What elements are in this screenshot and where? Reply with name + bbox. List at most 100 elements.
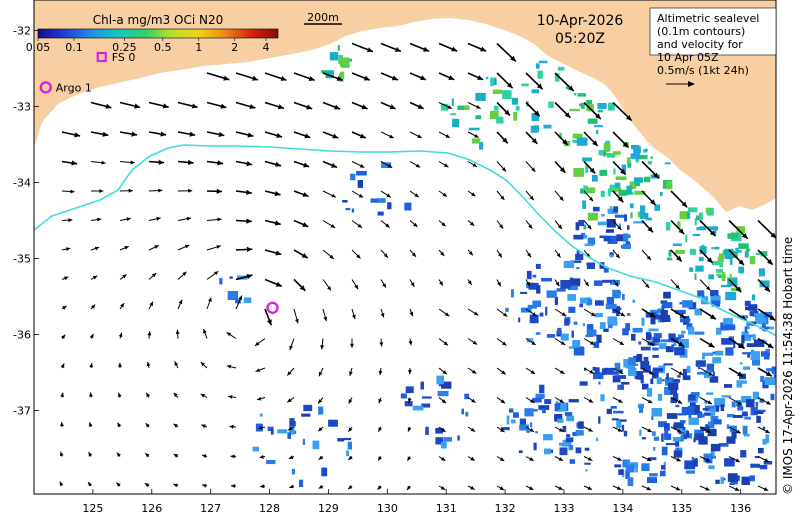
velocity-arrow — [438, 456, 446, 462]
chl-patch — [562, 439, 572, 447]
legend-line-5: 0.5m/s (1kt 24h) — [657, 64, 749, 77]
velocity-arrow — [641, 456, 652, 462]
x-tick-label: 127 — [200, 502, 221, 515]
timestamp-date: 10-Apr-2026 — [537, 13, 624, 29]
velocity-arrow — [264, 278, 283, 288]
velocity-arrow — [147, 331, 152, 339]
chl-patch — [596, 334, 602, 343]
velocity-arrow — [408, 367, 412, 375]
velocity-arrow — [380, 308, 385, 318]
chl-patch — [621, 164, 627, 173]
chl-patch — [475, 115, 482, 120]
velocity-arrow — [351, 131, 367, 139]
velocity-arrow — [467, 249, 474, 256]
chl-patch — [605, 303, 617, 310]
velocity-arrow — [89, 363, 94, 369]
velocity-arrow — [670, 397, 683, 404]
chl-patch — [617, 384, 624, 390]
chl-patch — [738, 266, 744, 274]
chl-patch — [704, 412, 713, 416]
velocity-arrow — [318, 455, 324, 461]
velocity-arrow — [467, 190, 476, 197]
chl-patch — [538, 405, 550, 410]
chl-patch — [511, 97, 518, 105]
chl-patch — [612, 289, 621, 299]
velocity-arrow — [612, 190, 624, 203]
chl-patch — [725, 347, 734, 356]
velocity-arrow — [378, 397, 383, 404]
chl-patch — [575, 253, 584, 260]
chl-patch — [548, 101, 554, 108]
chl-patch — [598, 381, 601, 385]
chl-patch — [625, 241, 630, 245]
velocity-arrow — [496, 249, 503, 258]
velocity-arrow — [293, 308, 299, 324]
chl-patch — [618, 189, 628, 196]
chl-patch — [704, 400, 707, 404]
chl-patch — [486, 76, 489, 80]
chl-patch — [731, 401, 736, 408]
chl-patch — [538, 60, 548, 64]
velocity-arrow — [256, 396, 266, 401]
chl-patch — [600, 190, 605, 198]
velocity-arrow — [380, 161, 393, 169]
chl-patch — [451, 98, 454, 107]
chl-patch — [572, 340, 581, 348]
marker-label: Argo 1 — [56, 81, 92, 94]
velocity-arrow — [351, 220, 363, 229]
velocity-arrow — [206, 188, 223, 194]
chl-patch — [519, 418, 526, 428]
velocity-arrow — [554, 101, 571, 119]
chl-patch — [583, 185, 588, 195]
velocity-arrow — [148, 272, 157, 280]
velocity-arrow — [554, 397, 565, 404]
chl-patch — [608, 102, 615, 111]
chl-patch — [437, 391, 449, 397]
velocity-arrow — [380, 42, 402, 53]
chl-patch — [738, 243, 749, 249]
chl-patch — [347, 441, 352, 450]
chl-patch — [750, 351, 760, 361]
chl-patch — [564, 318, 570, 326]
chl-patch — [696, 215, 700, 221]
velocity-arrow — [612, 485, 622, 491]
chl-patch — [743, 434, 750, 437]
velocity-arrow — [119, 274, 127, 280]
velocity-arrow — [59, 481, 64, 487]
chl-patch — [450, 113, 457, 116]
velocity-arrow — [87, 481, 92, 487]
legend-arrow — [666, 81, 695, 87]
chl-patch — [764, 377, 776, 385]
chl-patch — [490, 77, 494, 87]
velocity-arrow — [728, 397, 743, 406]
chl-patch — [665, 377, 674, 386]
chl-patch — [731, 287, 742, 291]
velocity-arrow — [467, 426, 476, 433]
chl-patch — [343, 437, 352, 441]
chl-patch — [758, 268, 765, 277]
velocity-arrow — [409, 42, 430, 53]
velocity-arrow — [318, 367, 324, 377]
chl-patch — [573, 93, 577, 96]
chl-patch — [661, 305, 665, 314]
chl-patch — [666, 373, 669, 380]
velocity-arrow — [322, 101, 341, 110]
velocity-arrow — [119, 188, 133, 193]
velocity-arrow — [206, 101, 227, 109]
chl-patch — [568, 306, 576, 313]
velocity-arrow — [670, 308, 687, 319]
chl-patch — [640, 346, 651, 351]
chl-patch — [567, 294, 576, 301]
chl-patch — [617, 369, 623, 372]
velocity-arrow — [525, 190, 535, 201]
velocity-arrow — [145, 422, 150, 428]
chl-patch — [581, 232, 586, 236]
chl-patch — [468, 127, 480, 131]
chl-patch — [766, 368, 776, 372]
chl-patch — [659, 343, 667, 350]
velocity-arrow — [525, 456, 534, 462]
velocity-arrow — [409, 161, 421, 168]
chl-patch — [350, 173, 356, 181]
chl-patch — [706, 207, 714, 216]
velocity-arrow — [235, 246, 253, 252]
